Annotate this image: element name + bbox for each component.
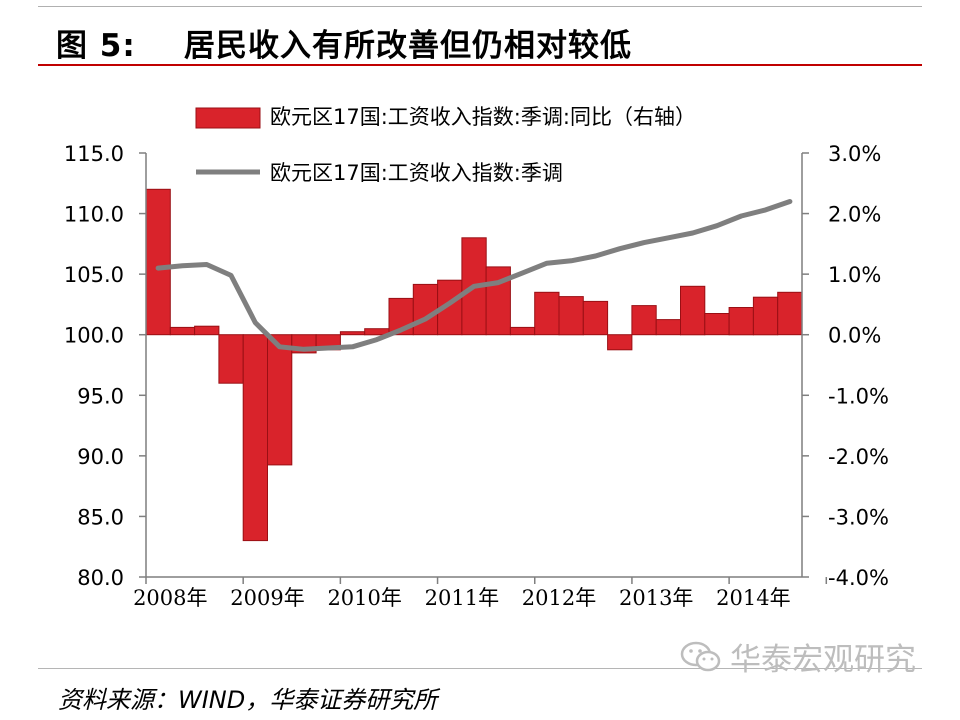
legend-bar-swatch	[195, 107, 261, 129]
bar-2009Q2	[267, 334, 293, 466]
line-layer	[155, 199, 793, 352]
x-tick-label: 2013年	[619, 586, 693, 610]
legend-line-label: 欧元区17国:工资收入指数:季调	[270, 161, 563, 185]
chart: 80.0 85.0 90.0 95.0 100.0 105.0 110.0 115.0 -4.0…	[64, 105, 889, 610]
legend-bar-label: 欧元区17国:工资收入指数:季调:同比（右轴）	[270, 105, 696, 129]
bar-2013Q3	[680, 285, 706, 336]
bar-2013Q2	[655, 319, 682, 336]
right-tick-label: 1.0%	[828, 263, 881, 287]
x-tick-label: 2011年	[425, 586, 499, 610]
right-tick-label: 0.0%	[828, 324, 881, 348]
title-rule	[38, 64, 922, 66]
bar-2014Q1	[728, 307, 754, 336]
bar-2013Q4	[704, 313, 730, 336]
bar-2008Q2	[169, 326, 196, 336]
x-tick-label: 2014年	[716, 586, 790, 610]
bar-2012Q2	[558, 296, 584, 336]
watermark-text: 华泰宏观研究	[730, 642, 916, 678]
bar-2008Q1	[145, 188, 171, 336]
left-tick-label: 110.0	[64, 203, 124, 227]
figure-title-text: 居民收入有所改善但仍相对较低	[184, 28, 632, 64]
source-note: 资料来源：WIND，华泰证券研究所	[58, 686, 438, 714]
x-tick-label: 2012年	[522, 586, 596, 610]
labels-layer: 80.0 85.0 90.0 95.0 100.0 105.0 110.0 115.0 -4.0…	[64, 142, 889, 610]
left-tick-label: 80.0	[77, 566, 124, 590]
left-tick-label: 115.0	[64, 142, 124, 166]
bar-2008Q4	[218, 334, 244, 384]
bar-2010Q1	[339, 331, 366, 336]
left-tick-label: 95.0	[77, 384, 124, 408]
left-tick-label: 90.0	[77, 445, 124, 469]
figure-label: 图 5:	[56, 28, 136, 64]
watermark: 华泰宏观研究	[680, 634, 916, 679]
bar-2008Q3	[194, 325, 220, 336]
right-tick-label: -1.0%	[828, 384, 889, 408]
bar-2012Q4	[607, 334, 633, 351]
bar-2013Q1	[631, 305, 657, 336]
right-tick-label: -2.0%	[828, 445, 889, 469]
right-tick-label: 3.0%	[828, 142, 881, 166]
line-series	[155, 199, 793, 352]
title-rule-top	[38, 6, 922, 7]
left-tick-label: 105.0	[64, 263, 124, 287]
bar-2014Q2	[752, 296, 779, 336]
left-tick-label: 85.0	[77, 505, 124, 529]
right-tick-label: -4.0%	[828, 566, 889, 590]
x-tick-label: 2009年	[230, 586, 304, 610]
bar-2011Q4	[509, 326, 536, 336]
bar-2010Q4	[412, 283, 439, 336]
left-tick-label: 100.0	[64, 324, 124, 348]
right-tick-label: -3.0%	[828, 505, 889, 529]
x-tick-label: 2010年	[327, 586, 401, 610]
figure-title: 图 5: 居民收入有所改善但仍相对较低	[56, 20, 632, 65]
bar-2012Q3	[582, 300, 609, 336]
axes-layer	[139, 152, 828, 584]
bar-2012Q1	[534, 291, 560, 336]
legend: 欧元区17国:工资收入指数:季调:同比（右轴） 欧元区17国:工资收入指数:季调	[195, 105, 696, 185]
x-tick-label: 2008年	[133, 586, 207, 610]
bar-2009Q1	[242, 334, 268, 542]
right-tick-label: 2.0%	[828, 203, 881, 227]
wechat-icon	[680, 641, 721, 671]
bars-layer	[145, 188, 803, 542]
source-rule	[38, 668, 922, 669]
bar-2014Q3	[777, 291, 803, 336]
